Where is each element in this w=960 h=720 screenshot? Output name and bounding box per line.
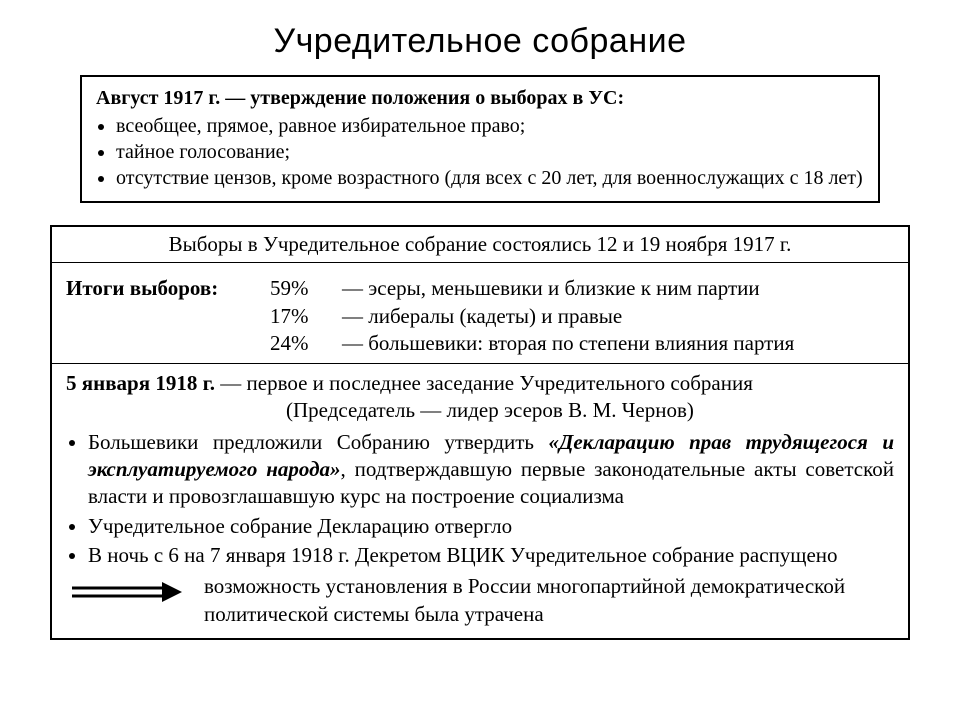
result-pct: 17%: [266, 303, 336, 330]
session-date: 5 января 1918 г.: [66, 371, 215, 395]
result-desc: — эсеры, меньшевики и близкие к ним парт…: [336, 275, 894, 302]
session-block: 5 января 1918 г. — первое и последнее за…: [66, 370, 894, 628]
box1-lead: Август 1917 г. — утверждение положения о…: [96, 87, 624, 109]
list-item: всеобщее, прямое, равное избирательное п…: [116, 113, 864, 139]
box-elections: Выборы в Учредительное собрание состояли…: [50, 225, 910, 640]
results-label: Итоги выборов:: [66, 275, 266, 302]
list-item: тайное голосование;: [116, 139, 864, 165]
arrow-icon: [66, 573, 186, 605]
list-item: отсутствие цензов, кроме возрастного (дл…: [116, 165, 864, 191]
result-pct: 24%: [266, 330, 336, 357]
box-august-1917: Август 1917 г. — утверждение положения о…: [80, 75, 880, 203]
election-results: Итоги выборов: 59% — эсеры, меньшевики и…: [66, 269, 894, 357]
result-pct: 59%: [266, 275, 336, 302]
consequence-text: возможность установления в России многоп…: [186, 573, 894, 628]
consequence-row: возможность установления в России многоп…: [66, 573, 894, 628]
divider: [52, 363, 908, 364]
list-item: Учредительное собрание Декларацию отверг…: [88, 513, 894, 540]
session-bullets: Большевики предложили Собранию утвердить…: [66, 429, 894, 569]
session-chair: (Председатель — лидер эсеров В. М. Черно…: [66, 397, 894, 424]
session-lead-rest: — первое и последнее заседание Учредител…: [215, 371, 753, 395]
result-desc: — либералы (кадеты) и правые: [336, 303, 894, 330]
page-title: Учредительное собрание: [50, 22, 910, 61]
elections-header: Выборы в Учредительное собрание состояли…: [52, 227, 908, 263]
result-desc: — большевики: вторая по степени влияния …: [336, 330, 894, 357]
list-item: Большевики предложили Собранию утвердить…: [88, 429, 894, 511]
bullet1-pre: Большевики предложили Собранию утвердить: [88, 430, 548, 454]
box1-bullets: всеобщее, прямое, равное избирательное п…: [96, 113, 864, 191]
list-item: В ночь с 6 на 7 января 1918 г. Декретом …: [88, 542, 894, 569]
